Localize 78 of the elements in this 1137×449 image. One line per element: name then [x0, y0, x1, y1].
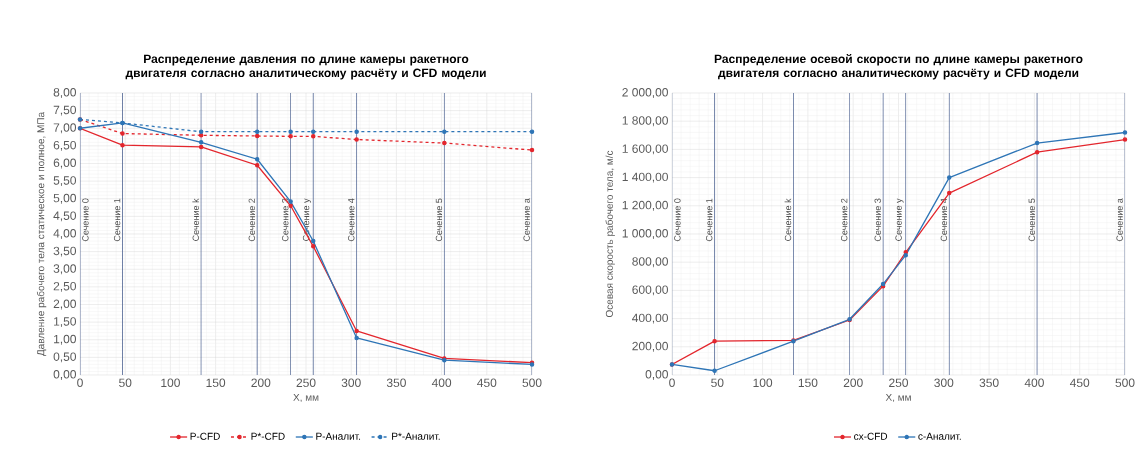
ref-line-label: Сечение a: [1116, 198, 1123, 242]
y-axis-title: Осевая скорость рабочего тела, м/с: [605, 150, 615, 318]
legend-label: P*-CFD: [251, 432, 285, 440]
ref-line-label: Сечение y: [895, 198, 904, 241]
y-tick-label: 800,00: [632, 257, 668, 268]
y-tick-label: 2,50: [53, 281, 77, 292]
legend-label: P*-Аналит.: [392, 432, 440, 440]
y-tick-label: 2,00: [53, 299, 77, 310]
x-tick-label: 100: [161, 378, 180, 388]
x-tick-label: 200: [251, 378, 271, 388]
x-tick-label: 100: [753, 378, 773, 388]
ref-line-label: Сечение 5: [1028, 198, 1035, 242]
x-tick-label: 300: [341, 378, 361, 388]
legend-label: P-Аналит.: [316, 432, 361, 440]
x-tick-label: 0: [669, 378, 675, 388]
y-tick-label: 1 400,00: [622, 172, 668, 183]
legend-label: c-Аналит.: [918, 432, 961, 440]
legend-label: cx-CFD: [854, 432, 888, 440]
x-axis-title: X, мм: [885, 393, 911, 403]
ref-line-label: Сечение 4: [348, 198, 355, 242]
x-tick-label: 450: [1069, 378, 1090, 388]
x-tick-label: 50: [119, 378, 132, 388]
y-tick-label: 1 800,00: [622, 116, 668, 127]
x-tick-label: 150: [798, 378, 818, 388]
x-tick-label: 200: [843, 378, 863, 388]
y-tick-label: 1 000,00: [622, 229, 668, 239]
y-tick-label: 600,00: [632, 285, 668, 296]
x-tick-label: 50: [711, 378, 724, 388]
x-tick-label: 350: [979, 378, 999, 388]
x-tick-label: 500: [522, 378, 542, 388]
ref-line-label: Сечение a: [523, 198, 530, 242]
x-tick-label: 350: [386, 378, 406, 388]
y-tick-label: 0,50: [53, 352, 77, 363]
y-tick-label: 5,50: [53, 176, 77, 187]
y-tick-label: 0,00: [645, 370, 669, 380]
y-tick-label: 400,00: [632, 313, 668, 324]
x-tick-label: 400: [431, 378, 452, 388]
y-tick-label: 2 000,00: [622, 88, 668, 98]
chart-title: Распределение осевой скорости по длине камеры ракетного двигателя согласно аналитическому расчёту и CFD модели: [714, 54, 1083, 80]
ref-line-label: Сечение 1: [113, 198, 121, 242]
y-tick-label: 1 200,00: [622, 200, 668, 211]
y-tick-label: 5,00: [53, 193, 77, 204]
x-tick-label: 400: [1024, 378, 1044, 388]
ref-line-label: Сечение 0: [674, 198, 681, 242]
x-tick-label: 250: [889, 378, 909, 388]
x-axis-title: X, мм: [293, 393, 319, 403]
x-tick-label: 0: [77, 378, 83, 388]
y-tick-label: 6,50: [53, 140, 77, 151]
y-tick-label: 4,50: [53, 211, 77, 222]
y-tick-label: 3,00: [53, 264, 77, 275]
y-tick-label: 0,00: [53, 370, 77, 380]
y-tick-label: 1,00: [54, 334, 77, 345]
x-tick-label: 500: [1115, 378, 1135, 388]
ref-line-label: Сечение 2: [248, 198, 255, 242]
y-tick-label: 6,00: [53, 158, 77, 169]
x-tick-label: 250: [296, 378, 316, 388]
ref-line-label: Сечение 3: [874, 198, 881, 242]
y-tick-label: 7,50: [53, 105, 77, 116]
y-tick-label: 8,00: [53, 88, 77, 98]
y-tick-label: 7,00: [53, 123, 77, 134]
ref-line-label: Сечение k: [784, 198, 792, 241]
chart-title: Распределение давления по длине камеры ракетного двигателя согласно аналитическому расчёту и CFD модели: [125, 54, 486, 80]
x-tick-label: 450: [477, 378, 497, 388]
y-tick-label: 200,00: [632, 341, 668, 352]
ref-line-label: Сечение k: [192, 198, 199, 241]
y-tick-label: 1 600,00: [622, 144, 668, 155]
x-tick-label: 300: [934, 378, 954, 388]
ref-line-label: Сечение 1: [706, 198, 713, 242]
ref-line-label: Сечение 0: [82, 198, 89, 242]
y-tick-label: 3,50: [53, 246, 77, 257]
ref-line-label: Сечение 5: [435, 198, 443, 242]
y-axis-title: Давление рабочего тела статическое и полное, МПа: [36, 111, 47, 357]
x-tick-label: 150: [206, 378, 226, 388]
ref-line-label: Сечение 2: [841, 198, 848, 242]
y-tick-label: 4,00: [53, 229, 77, 239]
legend-label: P-CFD: [190, 432, 220, 440]
ref-line-label: Сечение y: [302, 198, 312, 241]
y-tick-label: 1,50: [54, 317, 77, 328]
